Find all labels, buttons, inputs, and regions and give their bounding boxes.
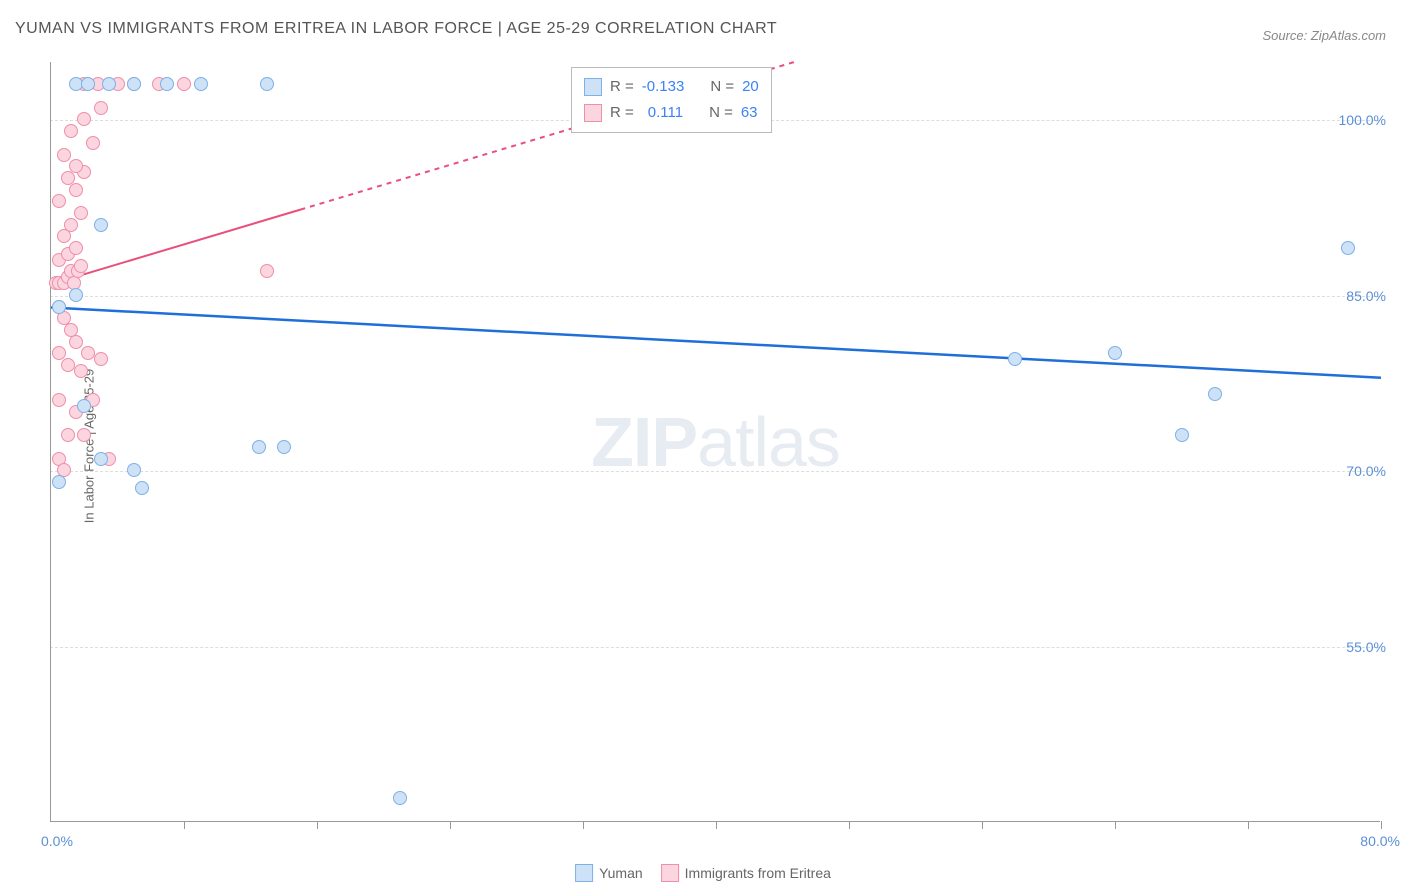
- legend-item-eritrea: Immigrants from Eritrea: [661, 864, 831, 882]
- scatter-point: [94, 101, 108, 115]
- x-tick: [849, 821, 850, 829]
- scatter-point: [1108, 346, 1122, 360]
- scatter-point: [1341, 241, 1355, 255]
- scatter-point: [69, 183, 83, 197]
- legend-item-yuman: Yuman: [575, 864, 643, 882]
- scatter-point: [86, 136, 100, 150]
- scatter-point: [1175, 428, 1189, 442]
- scatter-point: [52, 475, 66, 489]
- scatter-point: [102, 77, 116, 91]
- scatter-point: [61, 358, 75, 372]
- scatter-point: [277, 440, 291, 454]
- scatter-point: [1208, 387, 1222, 401]
- scatter-point: [81, 77, 95, 91]
- scatter-point: [135, 481, 149, 495]
- scatter-point: [177, 77, 191, 91]
- scatter-point: [52, 393, 66, 407]
- scatter-point: [77, 112, 91, 126]
- scatter-point: [160, 77, 174, 91]
- scatter-point: [64, 218, 78, 232]
- scatter-point: [77, 399, 91, 413]
- x-origin-label: 0.0%: [41, 833, 73, 849]
- source-label: Source: ZipAtlas.com: [1262, 28, 1386, 43]
- x-tick: [1248, 821, 1249, 829]
- scatter-point: [260, 264, 274, 278]
- scatter-point: [94, 452, 108, 466]
- chart-title: YUMAN VS IMMIGRANTS FROM ERITREA IN LABO…: [15, 20, 777, 38]
- x-tick: [982, 821, 983, 829]
- scatter-point: [69, 335, 83, 349]
- scatter-point: [69, 288, 83, 302]
- n-label: N =: [710, 74, 734, 100]
- x-tick: [716, 821, 717, 829]
- scatter-point: [127, 77, 141, 91]
- scatter-point: [194, 77, 208, 91]
- r-label: R =: [610, 74, 634, 100]
- legend-label-yuman: Yuman: [599, 865, 643, 881]
- x-tick: [184, 821, 185, 829]
- r-value-eritrea: 0.111: [648, 100, 683, 126]
- legend-swatch-eritrea: [584, 104, 602, 122]
- scatter-point: [64, 124, 78, 138]
- scatter-point: [74, 364, 88, 378]
- scatter-point: [52, 300, 66, 314]
- plot-area: ZIPatlas 0.0% 80.0% R = -0.133 N = 20 R …: [50, 62, 1380, 822]
- x-tick: [450, 821, 451, 829]
- legend-swatch-eritrea: [661, 864, 679, 882]
- scatter-point: [127, 463, 141, 477]
- scatter-point: [260, 77, 274, 91]
- scatter-point: [61, 428, 75, 442]
- scatter-point: [393, 791, 407, 805]
- r-label: R =: [610, 100, 634, 126]
- scatter-point: [74, 259, 88, 273]
- legend-row-yuman: R = -0.133 N = 20: [584, 74, 759, 100]
- r-value-yuman: -0.133: [642, 74, 685, 100]
- x-end-label: 80.0%: [1360, 833, 1400, 849]
- scatter-point: [61, 171, 75, 185]
- legend-swatch-yuman: [584, 78, 602, 96]
- scatter-point: [1008, 352, 1022, 366]
- scatter-point: [81, 346, 95, 360]
- scatter-point: [94, 218, 108, 232]
- x-tick: [1115, 821, 1116, 829]
- scatter-point: [57, 148, 71, 162]
- x-tick: [1381, 821, 1382, 829]
- legend-row-eritrea: R = 0.111 N = 63: [584, 100, 759, 126]
- scatter-point: [77, 428, 91, 442]
- scatter-point: [52, 194, 66, 208]
- legend-swatch-yuman: [575, 864, 593, 882]
- chart-container: YUMAN VS IMMIGRANTS FROM ERITREA IN LABO…: [0, 0, 1406, 892]
- scatter-point: [69, 241, 83, 255]
- scatter-point: [74, 206, 88, 220]
- n-value-yuman: 20: [742, 74, 759, 100]
- n-label: N =: [709, 100, 733, 126]
- x-tick: [583, 821, 584, 829]
- correlation-legend: R = -0.133 N = 20 R = 0.111 N = 63: [571, 67, 772, 133]
- scatter-point: [69, 159, 83, 173]
- x-tick: [317, 821, 318, 829]
- legend-label-eritrea: Immigrants from Eritrea: [685, 865, 831, 881]
- scatter-point: [94, 352, 108, 366]
- trend-line: [51, 308, 1381, 378]
- n-value-eritrea: 63: [741, 100, 758, 126]
- scatter-point: [252, 440, 266, 454]
- series-legend: Yuman Immigrants from Eritrea: [575, 864, 831, 882]
